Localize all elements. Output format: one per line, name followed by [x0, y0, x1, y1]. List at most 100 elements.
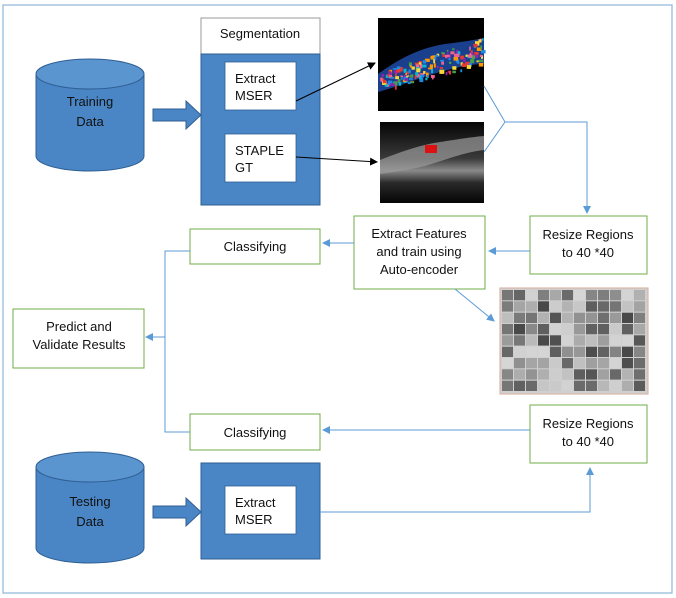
feature-patch [538, 290, 549, 301]
feature-patch [550, 346, 561, 357]
mser-region-speck [455, 49, 459, 54]
feature-patch [598, 290, 609, 301]
feature-patch [502, 358, 513, 369]
feature-patch [538, 380, 549, 391]
feature-patch [514, 301, 525, 312]
feature-patch [622, 290, 633, 301]
staple-gt-line-2: GT [235, 160, 253, 175]
mser-region-speck [470, 52, 474, 56]
mser-region-speck [448, 55, 451, 61]
feature-patch [586, 324, 597, 335]
mser-region-speck [476, 47, 482, 51]
mser-region-speck [405, 71, 409, 74]
feature-patch [538, 312, 549, 323]
mser-region-speck [433, 63, 436, 68]
mser-region-speck [474, 52, 479, 55]
mser-region-speck [479, 54, 483, 57]
feature-patch [514, 335, 525, 346]
classifying-bottom-label: Classifying [224, 425, 287, 440]
mser-region-speck [383, 80, 387, 84]
training-data-label-1: Training [67, 94, 113, 109]
testing-data-label-2: Data [76, 514, 104, 529]
mser-region-speck [420, 73, 425, 76]
mser-region-speck [466, 65, 471, 69]
mser-region-speck [388, 80, 393, 85]
segmentation-block: Segmentation Extract MSER STAPLE GT [200, 17, 321, 206]
resize-top-line-1: Resize Regions [542, 227, 634, 242]
feature-patch [586, 358, 597, 369]
mser-region-speck [457, 61, 460, 65]
feature-patch [598, 312, 609, 323]
mser-region-speck [442, 54, 445, 57]
mser-region-speck [447, 51, 449, 55]
outer-frame [2, 4, 673, 594]
feature-patch [502, 301, 513, 312]
mser-region-speck [395, 76, 399, 80]
mser-region-speck [452, 48, 455, 51]
mser-region-speck [452, 66, 457, 70]
mser-region-speck [389, 71, 392, 75]
mser-region-speck [395, 73, 397, 76]
mser-region-speck [384, 84, 388, 87]
testing-extract-line-1: Extract [235, 495, 276, 510]
mser-region-speck [481, 50, 486, 54]
mser-to-image-arrow [295, 62, 376, 102]
feature-patch [502, 369, 513, 380]
mser-region-speck [393, 69, 399, 74]
resize-regions-top-box: Resize Regions to 40 *40 [529, 215, 648, 275]
training-block-arrow [152, 99, 202, 131]
feature-patch [562, 312, 573, 323]
feature-patch [562, 335, 573, 346]
mser-region-speck [473, 54, 479, 59]
testing-data-cylinder: Testing Data [35, 451, 145, 564]
feature-patch [586, 369, 597, 380]
mser-region-speck [415, 64, 419, 68]
feature-patch [550, 358, 561, 369]
mser-region-speck [469, 52, 472, 55]
feature-patch [514, 346, 525, 357]
feature-patch [586, 290, 597, 301]
feature-patch [634, 324, 645, 335]
mser-region-speck [393, 81, 398, 86]
extract-mser-line-2: MSER [235, 88, 273, 103]
mser-region-speck [390, 83, 395, 86]
mser-region-speck [465, 62, 470, 66]
mser-region-speck [381, 73, 385, 77]
mser-region-speck [480, 45, 482, 50]
feature-patch [634, 358, 645, 369]
testing-data-label-1: Testing [69, 494, 110, 509]
testing-extract-block: Extract MSER [200, 462, 321, 560]
feature-patch [574, 380, 585, 391]
feature-patch [610, 380, 621, 391]
feature-patch [610, 324, 621, 335]
feature-patch [526, 301, 537, 312]
feature-patch [634, 380, 645, 391]
feature-patch [598, 380, 609, 391]
feature-patch [622, 312, 633, 323]
feature-patch [538, 301, 549, 312]
feature-patch [538, 358, 549, 369]
feature-patch [574, 301, 585, 312]
feature-grid-image [499, 287, 649, 395]
feature-patch [610, 312, 621, 323]
feature-patch [610, 335, 621, 346]
testing-block-arrow [152, 496, 202, 528]
feature-patch [598, 335, 609, 346]
feature-patch [634, 335, 645, 346]
oct-gt-image [380, 122, 484, 203]
mser-region-speck [418, 62, 422, 65]
feature-patch [514, 290, 525, 301]
mser-region-speck [449, 70, 452, 75]
mser-region-speck [396, 69, 401, 73]
feature-patch [622, 335, 633, 346]
mser-region-speck [398, 82, 402, 86]
resize-bottom-line-1: Resize Regions [542, 416, 634, 431]
mser-region-speck [475, 41, 480, 46]
mser-region-speck [469, 46, 471, 51]
mser-region-speck [411, 66, 415, 70]
mser-region-speck [423, 71, 426, 74]
feature-patch [526, 335, 537, 346]
feature-patch [586, 346, 597, 357]
feature-patch [610, 346, 621, 357]
